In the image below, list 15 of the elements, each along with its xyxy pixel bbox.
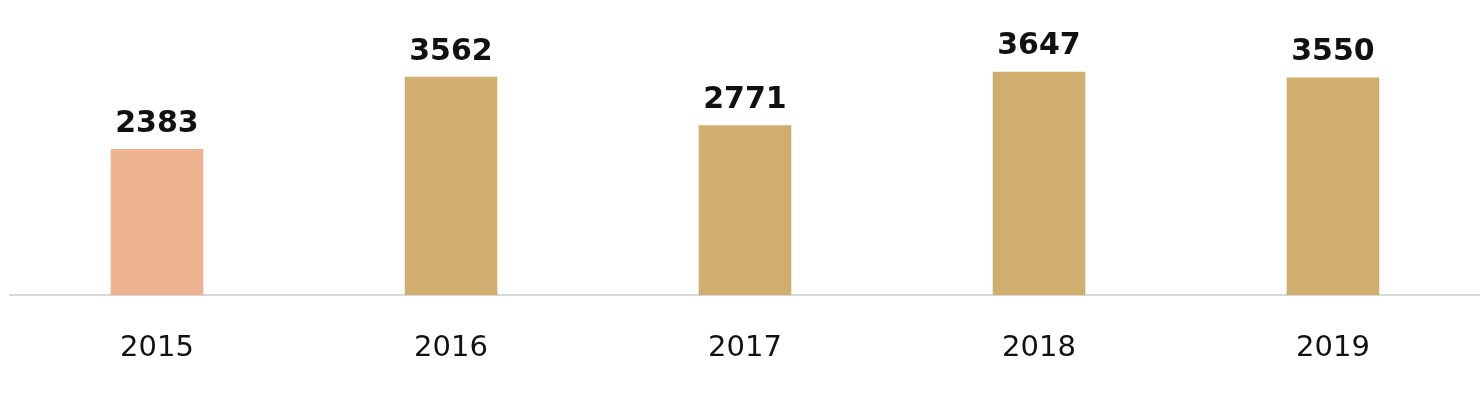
x-tick-label: 2017 [708,329,782,364]
data-label: 3550 [1291,32,1375,68]
data-label: 2771 [703,80,787,116]
data-label: 2383 [115,103,199,139]
bar [698,125,792,296]
x-tick-label: 2018 [1002,329,1076,364]
x-tick-label: 2016 [414,329,488,364]
data-label: 3647 [997,26,1081,62]
x-tick-label: 2015 [120,329,194,364]
bar [404,76,498,296]
data-label: 3562 [409,31,493,67]
x-tick-label: 2019 [1296,329,1370,364]
bar [992,71,1086,296]
bar [110,149,204,296]
bar [1286,77,1380,296]
